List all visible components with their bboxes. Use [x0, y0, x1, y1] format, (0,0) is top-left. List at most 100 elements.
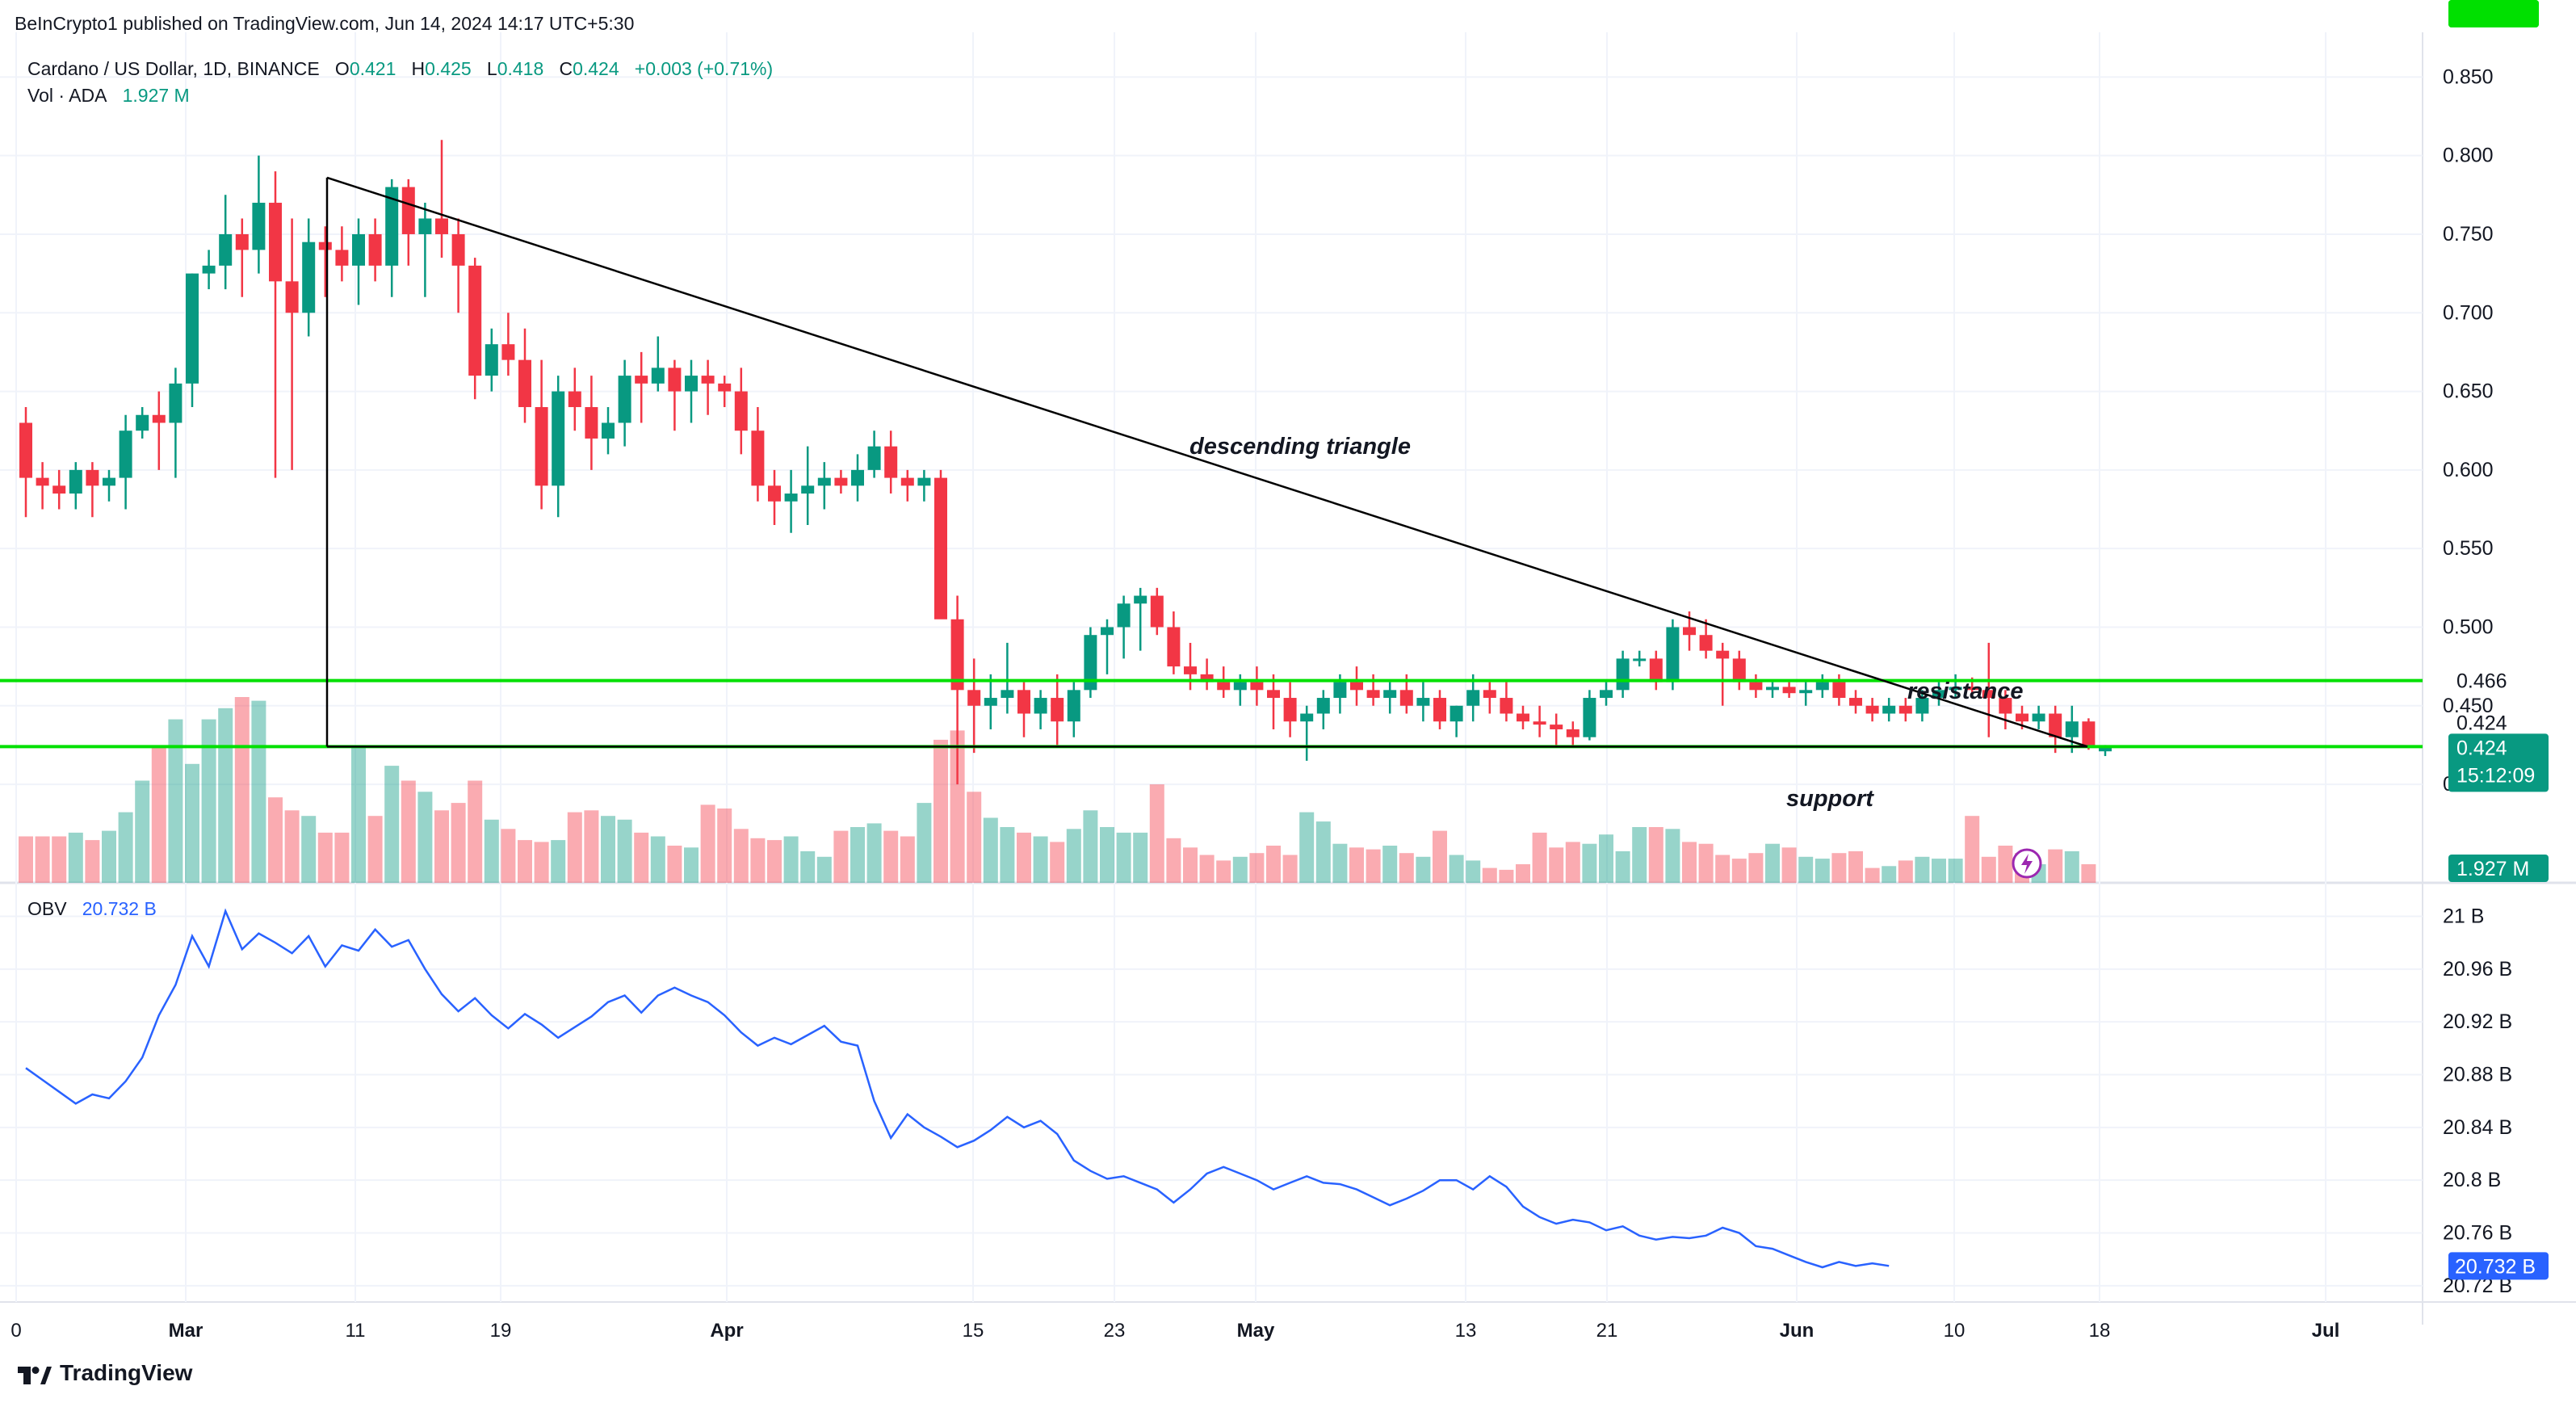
- candle-body: [1001, 690, 1014, 699]
- candle-body: [318, 242, 332, 250]
- volume-bar: [967, 792, 982, 883]
- candle-body: [2049, 713, 2062, 737]
- symbol-title[interactable]: Cardano / US Dollar, 1D, BINANCE: [27, 58, 320, 79]
- candle-body: [801, 485, 815, 494]
- volume-bar: [1549, 847, 1564, 883]
- obv-tick-label: 20.84 B: [2443, 1116, 2512, 1139]
- candle: [668, 359, 682, 431]
- candle-body: [1649, 658, 1663, 682]
- candle-body: [668, 368, 682, 392]
- candle-body: [984, 698, 997, 706]
- volume-bar: [1582, 843, 1597, 883]
- candle: [1898, 698, 1912, 722]
- candle: [1799, 682, 1813, 706]
- candle-body: [1250, 682, 1264, 691]
- candle-body: [1666, 627, 1680, 682]
- volume-bar: [783, 836, 799, 883]
- candle: [1999, 690, 2012, 729]
- candle: [552, 376, 565, 518]
- candle-body: [1483, 690, 1496, 699]
- candle-body: [1766, 687, 1779, 691]
- volume-bar: [1299, 812, 1315, 883]
- candle-body: [186, 273, 199, 384]
- candle: [1450, 705, 1463, 737]
- price-tick-label: 0.600: [2443, 459, 2494, 481]
- volume-bar: [733, 829, 749, 883]
- obv-tick-label: 20.8 B: [2443, 1169, 2501, 1191]
- candle-body: [618, 376, 631, 423]
- volume-bar: [750, 838, 766, 883]
- volume-bar: [2064, 850, 2079, 883]
- candle-body: [1383, 690, 1397, 699]
- x-tick-label: 21: [1596, 1320, 1618, 1342]
- candle: [1732, 650, 1746, 691]
- volume-bar: [1166, 838, 1181, 883]
- volume-bar: [1100, 827, 1114, 883]
- candle-body: [1084, 635, 1097, 691]
- candle: [252, 155, 266, 274]
- candle: [635, 351, 648, 423]
- volume-bar: [700, 804, 715, 883]
- candle: [52, 469, 66, 510]
- candle-body: [1633, 658, 1647, 662]
- candle-body: [934, 477, 947, 620]
- volume-bar: [168, 719, 183, 883]
- candle-body: [1550, 724, 1563, 729]
- volume-bar: [367, 816, 383, 883]
- tradingview-logo[interactable]: TradingView: [18, 1360, 192, 1386]
- price-tick-label: 0.550: [2443, 537, 2494, 560]
- candle-body: [1832, 682, 1846, 699]
- volume-bar: [1599, 834, 1613, 883]
- candle-body: [1233, 682, 1247, 691]
- candle: [1433, 690, 1446, 729]
- candle-body: [1416, 698, 1430, 706]
- candle: [751, 407, 765, 502]
- low-value: 0.418: [497, 58, 544, 79]
- candle: [1699, 619, 1713, 659]
- level-tag-466-text: 0.466: [2456, 670, 2507, 693]
- current-price-tag: 0.424 15:12:09: [2448, 733, 2549, 792]
- candle: [2082, 718, 2096, 750]
- candle-body: [651, 368, 665, 384]
- candle: [1949, 674, 1962, 699]
- candle-body: [2032, 713, 2045, 722]
- volume-bar: [1183, 847, 1198, 883]
- close-value: 0.424: [573, 58, 619, 79]
- candle-body: [235, 233, 249, 250]
- volume-bar: [1116, 832, 1131, 883]
- candle: [1533, 705, 1546, 737]
- candle: [1350, 666, 1363, 706]
- high-label: H: [411, 58, 426, 79]
- volume-bar: [1898, 860, 1913, 883]
- volume-bar: [218, 708, 233, 883]
- obv-value: 20.732 B: [82, 898, 157, 919]
- obv-header: OBV 20.732 B: [27, 898, 157, 920]
- volume-bar: [584, 810, 599, 883]
- candle: [768, 469, 781, 525]
- candle-body: [1815, 682, 1829, 691]
- x-tick-label: 13: [1455, 1320, 1477, 1342]
- volume-label: Vol · ADA: [27, 85, 107, 106]
- candle: [1416, 682, 1430, 722]
- volume-bar: [468, 780, 483, 883]
- volume-bar: [1149, 784, 1164, 883]
- volume-bar: [102, 830, 116, 883]
- volume-bar: [384, 766, 400, 883]
- volume-bar: [684, 847, 699, 883]
- obv-value-tag-bg: [2448, 1252, 2549, 1280]
- candle: [602, 407, 615, 455]
- candle-body: [1865, 705, 1879, 714]
- obv-label: OBV: [27, 898, 67, 919]
- candle: [1483, 682, 1496, 714]
- candle-body: [685, 376, 698, 392]
- candle-body: [1017, 690, 1030, 714]
- volume-bar: [518, 840, 532, 883]
- volume-bar: [2048, 849, 2063, 883]
- candle: [202, 250, 216, 290]
- candle-body: [1849, 698, 1862, 706]
- candle-body: [552, 391, 565, 486]
- candle-body: [535, 407, 548, 486]
- obv-tick-label: 20.92 B: [2443, 1010, 2512, 1033]
- candle-body: [851, 469, 864, 486]
